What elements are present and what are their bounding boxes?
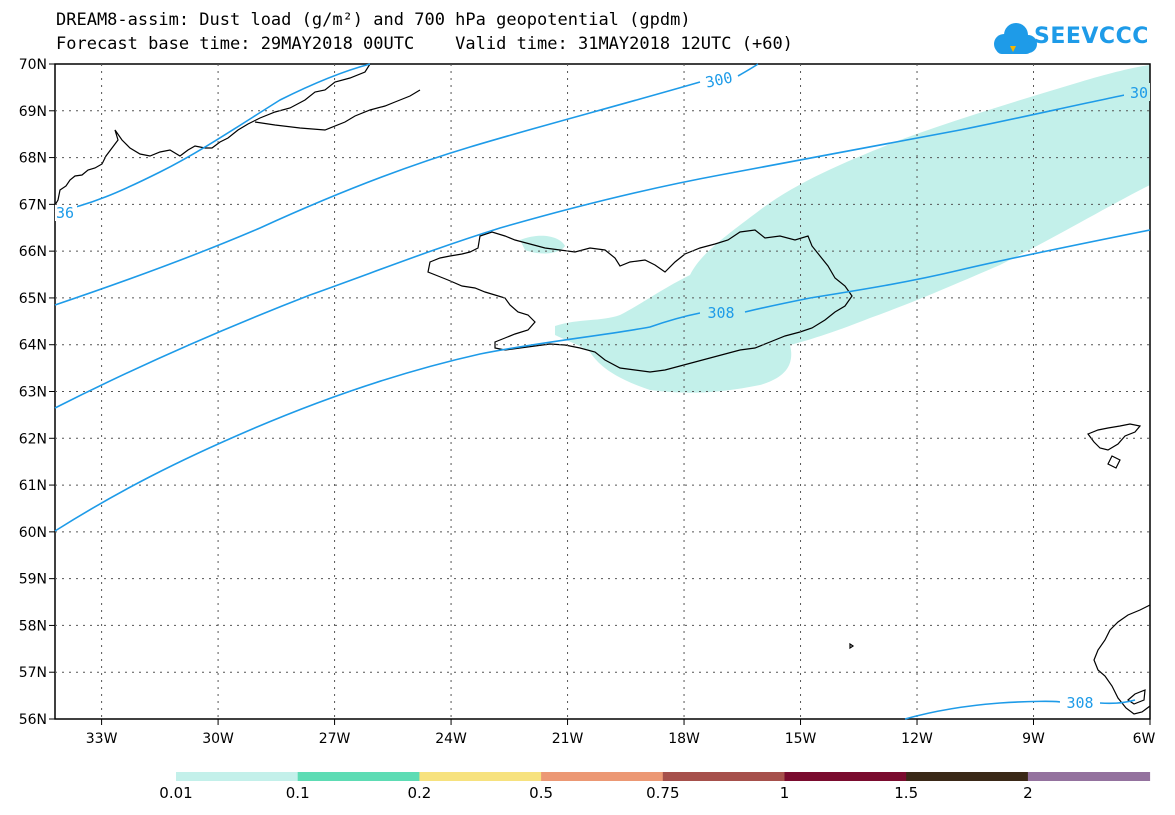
lon-tick-label: 9W	[1022, 731, 1045, 747]
lat-tick-label: 65N	[19, 291, 47, 307]
colorbar-label: 0.75	[646, 784, 680, 802]
colorbar-swatch	[1027, 772, 1151, 781]
colorbar-swatch	[176, 772, 299, 781]
lon-tick-label: 24W	[435, 731, 467, 747]
lon-tick-label: 27W	[319, 731, 351, 747]
colorbar-swatch	[419, 772, 542, 781]
geopotential-contours	[54, 63, 1151, 720]
colorbar	[176, 772, 1151, 781]
coastline	[54, 63, 1151, 715]
colorbar-label: 0.01	[159, 784, 193, 802]
lon-tick-label: 15W	[785, 731, 817, 747]
lat-tick-label: 63N	[19, 385, 47, 401]
colorbar-swatch	[784, 772, 907, 781]
colorbar-swatch	[297, 772, 420, 781]
logo-text: SEEVCCC	[1034, 24, 1149, 49]
contour-label-308-iceland: 308	[707, 304, 734, 322]
colorbar-swatch	[906, 772, 1029, 781]
lat-tick-label: 70N	[19, 57, 47, 73]
lat-tick-label: 62N	[19, 431, 47, 447]
lat-tick-label: 57N	[19, 665, 47, 681]
colorbar-label: 1.5	[894, 784, 919, 802]
lon-tick-label: 30W	[202, 731, 234, 747]
lat-tick-label: 60N	[19, 525, 47, 541]
lat-tick-label: 67N	[19, 197, 47, 213]
lon-tick-label: 6W	[1133, 731, 1156, 747]
contour-label-300: 300	[704, 68, 734, 91]
lon-tick-label: 12W	[901, 731, 933, 747]
colorbar-swatch	[541, 772, 664, 781]
lon-tick-label: 18W	[668, 731, 700, 747]
map-subtitle: Forecast base time: 29MAY2018 00UTC Vali…	[56, 34, 793, 54]
colorbar-label: 0.1	[285, 784, 310, 802]
contour-label-36: 36	[56, 204, 74, 222]
lat-tick-label: 68N	[19, 151, 47, 167]
lon-tick-label: 21W	[552, 731, 584, 747]
colorbar-label: 0.2	[407, 784, 432, 802]
contour-label-30: 30	[1130, 84, 1148, 102]
contour-label-308-south: 308	[1066, 694, 1093, 712]
colorbar-swatch	[662, 772, 785, 781]
lat-tick-label: 58N	[19, 618, 47, 634]
lat-tick-label: 56N	[19, 712, 47, 728]
lat-tick-label: 61N	[19, 478, 47, 494]
lat-tick-label: 66N	[19, 244, 47, 260]
dust-area	[520, 65, 1150, 393]
lat-tick-label: 59N	[19, 572, 47, 588]
map-title: DREAM8-assim: Dust load (g/m²) and 700 h…	[56, 10, 691, 30]
cloud-icon	[994, 23, 1037, 54]
lon-tick-label: 33W	[86, 731, 118, 747]
lat-tick-label: 64N	[19, 338, 47, 354]
colorbar-label: 2	[1023, 784, 1033, 802]
lat-tick-label: 69N	[19, 104, 47, 120]
graticule	[55, 64, 1150, 719]
colorbar-label: 1	[779, 784, 790, 802]
colorbar-label: 0.5	[529, 784, 554, 802]
